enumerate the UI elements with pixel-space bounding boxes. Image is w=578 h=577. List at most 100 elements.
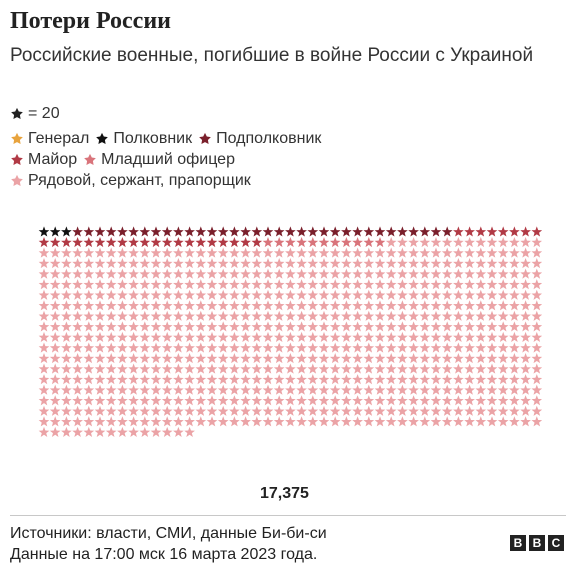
star-mark: [83, 405, 95, 416]
star-mark: [161, 268, 173, 279]
star-mark: [363, 300, 375, 311]
star-mark: [441, 405, 453, 416]
star-mark: [464, 363, 475, 374]
star-mark: [453, 374, 464, 385]
star-mark: [475, 395, 487, 406]
star-mark: [430, 353, 442, 364]
star-mark: [195, 226, 207, 237]
star-mark: [94, 279, 106, 290]
star-mark: [307, 279, 319, 290]
star-mark: [307, 363, 319, 374]
star-mark: [419, 289, 431, 300]
bbc-logo-block: B: [510, 535, 526, 551]
star-mark: [475, 416, 487, 427]
star-mark: [94, 353, 106, 364]
star-mark: [453, 342, 464, 353]
star-mark: [195, 247, 207, 258]
star-mark: [318, 268, 330, 279]
star-mark: [296, 310, 307, 321]
star-mark: [229, 342, 240, 353]
star-mark: [408, 395, 419, 406]
star-mark: [374, 300, 386, 311]
star-mark: [94, 342, 106, 353]
star-mark: [374, 363, 386, 374]
star-mark: [217, 236, 229, 248]
star-mark: [307, 321, 319, 332]
star-icon: [10, 153, 24, 167]
star-mark: [419, 279, 431, 290]
star-mark: [464, 384, 475, 395]
star-mark: [341, 353, 352, 364]
star-mark: [251, 353, 263, 364]
star-mark: [128, 321, 139, 332]
source-note: Источники: власти, СМИ, данные Би-би-си: [10, 525, 327, 542]
star-mark: [217, 279, 229, 290]
star-mark: [38, 226, 50, 237]
star-mark: [117, 247, 128, 258]
star-mark: [94, 321, 106, 332]
star-mark: [363, 331, 375, 343]
star-mark: [419, 247, 431, 258]
star-mark: [49, 236, 61, 248]
star-mark: [61, 342, 72, 353]
star-mark: [453, 226, 464, 237]
star-mark: [441, 268, 453, 279]
star-mark: [195, 384, 207, 395]
star-mark: [352, 395, 363, 406]
star-mark: [497, 226, 509, 237]
star-mark: [285, 363, 296, 374]
star-mark: [430, 374, 442, 385]
star-mark: [229, 363, 240, 374]
legend-item-colonel: Полковник: [95, 129, 192, 149]
star-mark: [128, 289, 139, 300]
star-mark: [453, 268, 464, 279]
star-mark: [139, 363, 151, 374]
star-mark: [385, 374, 397, 385]
star-icon: [83, 153, 97, 167]
star-mark: [117, 416, 128, 427]
legend-item-private: Рядовой, сержант, прапорщик: [10, 171, 251, 191]
star-mark: [83, 279, 95, 290]
star-mark: [385, 353, 397, 364]
star-mark: [296, 342, 307, 353]
star-mark: [352, 300, 363, 311]
star-mark: [195, 258, 207, 269]
star-mark: [105, 321, 117, 332]
star-mark: [397, 258, 408, 269]
star-mark: [419, 416, 431, 427]
star-mark: [273, 258, 285, 269]
star-mark: [117, 353, 128, 364]
star-mark: [408, 321, 419, 332]
star-mark: [385, 258, 397, 269]
star-mark: [318, 395, 330, 406]
star-mark: [139, 300, 151, 311]
star-mark: [184, 353, 195, 364]
star-mark: [251, 416, 263, 427]
star-mark: [161, 310, 173, 321]
star-mark: [430, 310, 442, 321]
star-mark: [509, 405, 520, 416]
star-mark: [486, 247, 498, 258]
star-mark: [307, 342, 319, 353]
divider: [10, 515, 566, 516]
star-mark: [38, 289, 50, 300]
star-mark: [531, 236, 542, 248]
star-mark: [318, 300, 330, 311]
star-mark: [408, 416, 419, 427]
star-mark: [262, 226, 274, 237]
star-mark: [105, 289, 117, 300]
star-mark: [139, 258, 151, 269]
star-mark: [150, 384, 162, 395]
star-mark: [217, 226, 229, 237]
star-mark: [184, 279, 195, 290]
chart-title: Потери России: [10, 8, 171, 34]
star-mark: [374, 258, 386, 269]
star-mark: [520, 363, 531, 374]
star-mark: [262, 416, 274, 427]
star-mark: [38, 300, 50, 311]
star-mark: [161, 353, 173, 364]
star-mark: [374, 310, 386, 321]
star-mark: [94, 331, 106, 343]
star-mark: [419, 236, 431, 248]
star-mark: [161, 279, 173, 290]
